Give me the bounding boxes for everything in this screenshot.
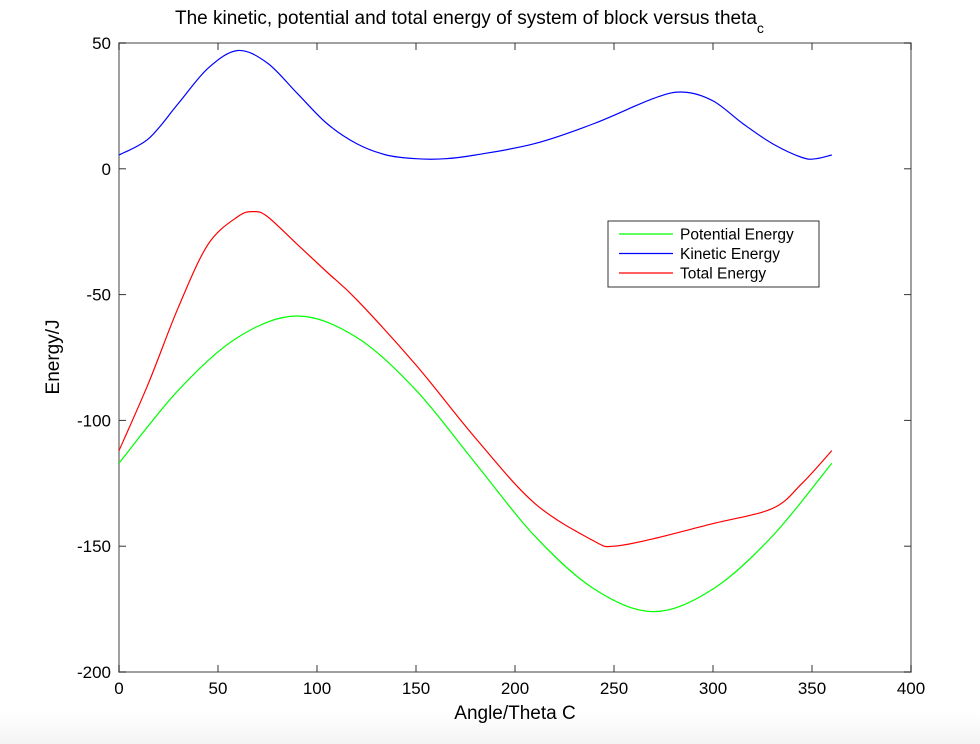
x-tick-label: 250 [600,679,628,698]
x-tick-label: 300 [699,679,727,698]
y-tick-label: -200 [77,663,111,682]
legend-item-potential-energy: Potential Energy [619,227,794,244]
chart-title-subscript: c [757,20,764,36]
x-tick-label: 100 [303,679,331,698]
total-energy-line [118,210,833,548]
kinetic-energy-line [118,49,832,160]
x-tick-label: 150 [402,679,430,698]
x-axis-label: Angle/Theta C [454,703,575,724]
chart-title-main: The kinetic, potential and total energy … [175,8,757,29]
legend-label: Potential Energy [680,227,794,244]
y-tick-label: -50 [86,286,111,305]
plot-area [118,42,912,673]
x-tick-label: 350 [798,679,826,698]
x-tick-label: 200 [501,679,529,698]
x-tick-label: 0 [114,679,123,698]
x-tick-labels: 0 50 100 150 200 250 300 350 400 [114,679,925,698]
y-tick-label: 50 [92,34,111,53]
x-tick-label: 400 [897,679,925,698]
potential-energy-line [118,315,833,613]
y-tick-label: -150 [77,537,111,556]
x-tick-label: 50 [209,679,228,698]
legend-item-kinetic-energy: Kinetic Energy [619,246,780,263]
y-axis-label: Energy/J [43,320,64,395]
y-tick-label: -100 [77,411,111,430]
y-tick-labels: 50 0 -50 -100 -150 -200 [77,34,111,682]
chart-title: The kinetic, potential and total energy … [175,8,764,36]
y-tick-label: 0 [102,160,111,179]
axis-ticks [118,42,912,673]
legend-item-total-energy: Total Energy [619,266,766,283]
legend-label: Total Energy [680,266,766,283]
legend: Potential Energy Kinetic Energy Total Ener… [607,220,820,288]
series-lines [118,49,833,613]
legend-label: Kinetic Energy [680,246,780,263]
